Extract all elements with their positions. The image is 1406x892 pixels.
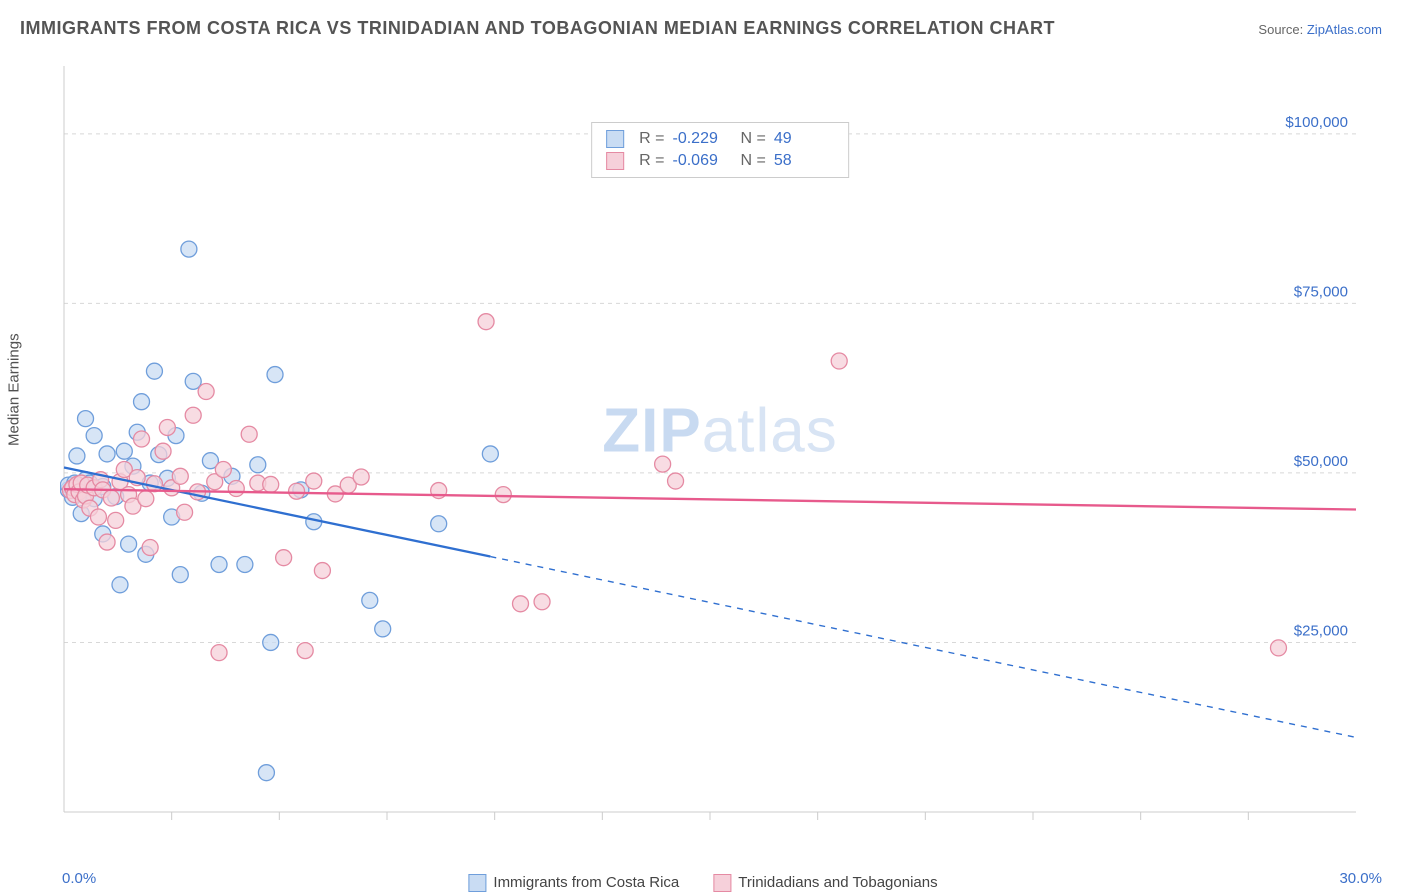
series-legend-label: Trinidadians and Tobagonians xyxy=(738,874,937,891)
data-point xyxy=(241,426,257,442)
series-legend-item: Immigrants from Costa Rica xyxy=(468,874,679,892)
source-label: Source: xyxy=(1258,22,1303,37)
data-point xyxy=(362,592,378,608)
data-point xyxy=(108,512,124,528)
data-point xyxy=(69,448,85,464)
data-point xyxy=(250,457,266,473)
data-point xyxy=(267,367,283,383)
series-legend-label: Immigrants from Costa Rica xyxy=(493,874,679,891)
data-point xyxy=(99,534,115,550)
r-label: R = xyxy=(639,152,664,170)
data-point xyxy=(314,563,330,579)
r-label: R = xyxy=(639,130,664,148)
data-point xyxy=(478,314,494,330)
legend-swatch xyxy=(468,874,486,892)
data-point xyxy=(172,567,188,583)
data-point xyxy=(375,621,391,637)
data-point xyxy=(134,431,150,447)
y-axis-label: Median Earnings xyxy=(6,333,23,446)
data-point xyxy=(276,550,292,566)
data-point xyxy=(668,473,684,489)
x-axis-max-label: 30.0% xyxy=(1339,870,1382,887)
y-tick-label: $100,000 xyxy=(1285,114,1348,131)
data-point xyxy=(155,443,171,459)
data-point xyxy=(146,476,162,492)
data-point xyxy=(134,394,150,410)
data-point xyxy=(78,411,94,427)
data-point xyxy=(297,643,313,659)
data-point xyxy=(495,487,511,503)
data-point xyxy=(198,384,214,400)
series-legend-item: Trinidadians and Tobagonians xyxy=(713,874,937,892)
data-point xyxy=(831,353,847,369)
data-point xyxy=(112,577,128,593)
data-point xyxy=(185,407,201,423)
chart-title: IMMIGRANTS FROM COSTA RICA VS TRINIDADIA… xyxy=(20,18,1055,39)
series-legend: Immigrants from Costa Rica Trinidadians a… xyxy=(468,874,937,892)
data-point xyxy=(211,556,227,572)
data-point xyxy=(237,556,253,572)
data-point xyxy=(172,468,188,484)
data-point xyxy=(482,446,498,462)
correlation-legend: R = -0.229 N = 49 R = -0.069 N = 58 xyxy=(591,122,849,178)
correlation-legend-row: R = -0.229 N = 49 xyxy=(606,128,834,150)
data-point xyxy=(177,504,193,520)
data-point xyxy=(353,469,369,485)
data-point xyxy=(159,419,175,435)
data-point xyxy=(121,536,137,552)
correlation-legend-row: R = -0.069 N = 58 xyxy=(606,150,834,172)
data-point xyxy=(655,456,671,472)
data-point xyxy=(258,765,274,781)
y-tick-label: $75,000 xyxy=(1294,283,1348,300)
y-tick-label: $50,000 xyxy=(1294,453,1348,470)
data-point xyxy=(306,473,322,489)
data-point xyxy=(99,446,115,462)
data-point xyxy=(534,594,550,610)
n-label: N = xyxy=(741,152,766,170)
legend-swatch xyxy=(606,152,624,170)
data-point xyxy=(263,634,279,650)
source-attribution: Source: ZipAtlas.com xyxy=(1258,22,1382,37)
legend-swatch xyxy=(713,874,731,892)
r-value: -0.229 xyxy=(673,130,733,148)
n-label: N = xyxy=(741,130,766,148)
data-point xyxy=(289,483,305,499)
series-points xyxy=(62,314,1286,661)
data-point xyxy=(86,428,102,444)
data-point xyxy=(431,516,447,532)
data-point xyxy=(181,241,197,257)
legend-swatch xyxy=(606,130,624,148)
data-point xyxy=(228,481,244,497)
n-value: 49 xyxy=(774,130,834,148)
data-point xyxy=(103,490,119,506)
data-point xyxy=(215,462,231,478)
data-point xyxy=(142,540,158,556)
regression-line-dashed xyxy=(490,557,1356,738)
data-point xyxy=(138,491,154,507)
data-point xyxy=(116,443,132,459)
data-point xyxy=(513,596,529,612)
r-value: -0.069 xyxy=(673,152,733,170)
source-link[interactable]: ZipAtlas.com xyxy=(1307,22,1382,37)
n-value: 58 xyxy=(774,152,834,170)
data-point xyxy=(211,645,227,661)
data-point xyxy=(90,509,106,525)
regression-line xyxy=(64,489,1356,509)
data-point xyxy=(1270,640,1286,656)
x-axis-min-label: 0.0% xyxy=(62,870,96,887)
data-point xyxy=(146,363,162,379)
chart-area: ZIPatlas $25,000$50,000$75,000$100,000 R… xyxy=(60,60,1380,832)
data-point xyxy=(263,476,279,492)
y-tick-label: $25,000 xyxy=(1294,622,1348,639)
